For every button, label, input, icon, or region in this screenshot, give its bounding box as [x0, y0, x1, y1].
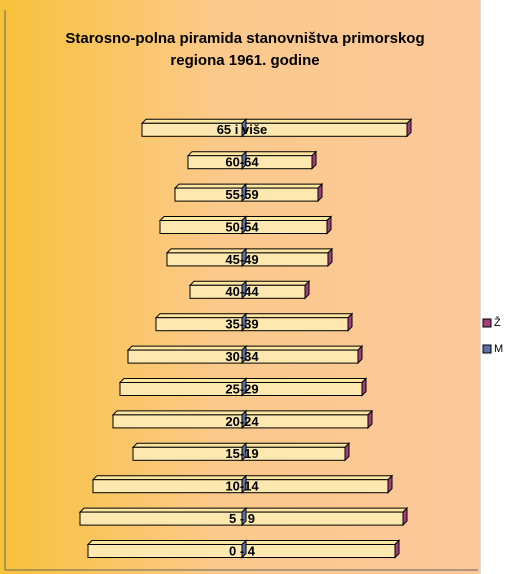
legend-label: M [494, 343, 503, 355]
bar-top [240, 378, 368, 383]
bar-top [240, 507, 409, 513]
category-label: 55-59 [225, 187, 258, 202]
category-label: 10-14 [225, 479, 259, 494]
legend-swatch [482, 344, 492, 354]
bar [241, 414, 369, 429]
bar-top [91, 475, 248, 481]
chart-title: Starosno-polna piramida stanovništva pri… [65, 30, 425, 69]
category-label: 40-44 [225, 284, 259, 299]
bar [132, 446, 243, 461]
bar [241, 511, 404, 526]
bar-top [240, 345, 364, 351]
bar [241, 544, 396, 558]
legend-swatch [482, 318, 492, 328]
bar-top [240, 410, 374, 416]
bar [112, 414, 243, 429]
category-label: 30-34 [225, 349, 259, 364]
bar-top [240, 540, 401, 545]
bar [187, 155, 243, 170]
category-label: 20-24 [225, 414, 259, 429]
category-label: 50-54 [225, 219, 259, 234]
category-label: 15-19 [225, 446, 258, 461]
category-label: 65 i više [217, 122, 268, 137]
bar [141, 122, 243, 137]
bar [127, 349, 243, 364]
bar [159, 220, 243, 234]
bar [166, 252, 243, 267]
bar [92, 479, 243, 494]
bar [174, 187, 243, 202]
bar [241, 349, 359, 364]
bar-top [78, 507, 248, 513]
category-label: 5 - 9 [229, 511, 255, 526]
bar [119, 382, 243, 396]
bar [79, 511, 243, 526]
category-label: 60-64 [225, 155, 259, 170]
bar [155, 317, 243, 332]
category-label: 45-49 [225, 252, 258, 267]
legend-label: Ž [494, 316, 501, 329]
bar [241, 479, 389, 494]
category-label: 35-39 [225, 317, 258, 332]
bar [189, 284, 243, 299]
category-label: 25-29 [225, 381, 258, 396]
bar [241, 382, 363, 396]
bar-top [240, 475, 394, 481]
bar [87, 544, 243, 558]
bar-top [86, 540, 248, 545]
category-label: 0 - 4 [229, 543, 256, 558]
bar-top [240, 118, 413, 124]
